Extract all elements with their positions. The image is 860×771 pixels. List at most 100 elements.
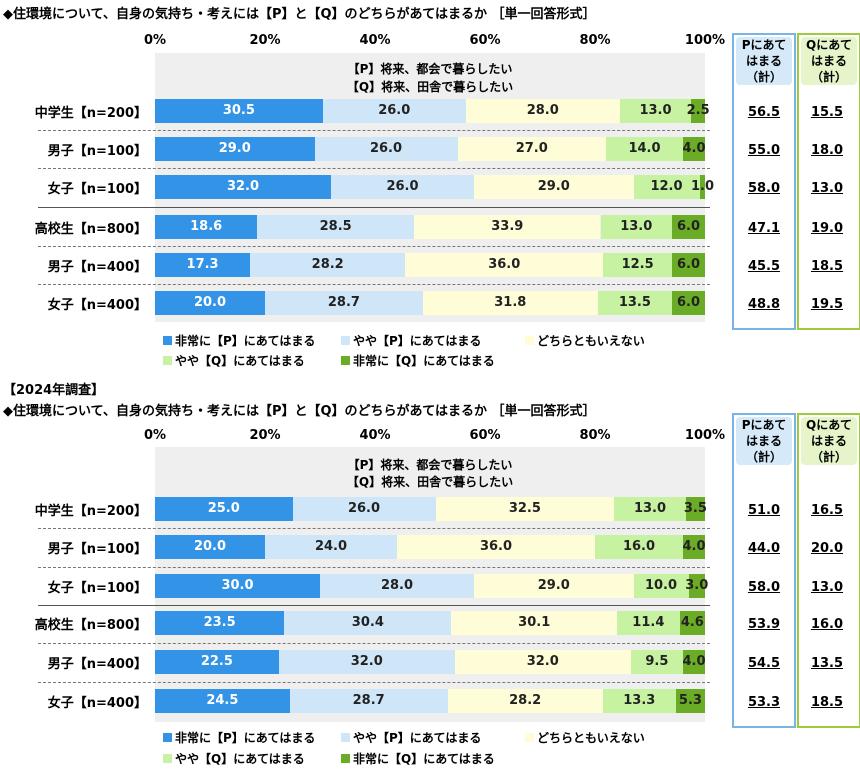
bar-value-label: 28.2 xyxy=(509,693,542,708)
bar-segment xyxy=(257,215,415,239)
bar-value-label: 36.0 xyxy=(479,539,513,554)
q-total-box xyxy=(797,413,860,728)
bar-segment xyxy=(600,215,672,239)
legend-item: やや【Q】にあてはまる xyxy=(163,750,305,767)
legend-swatch xyxy=(163,356,172,365)
bar-segment xyxy=(630,650,683,674)
bar-value-label: 12.5 xyxy=(621,257,654,272)
legend-swatch xyxy=(341,336,350,345)
bar-segment xyxy=(685,497,705,521)
legend-item: やや【P】にあてはまる xyxy=(341,332,481,349)
axis-tick-label: 100% xyxy=(684,33,726,48)
axis-tick-label: 80% xyxy=(579,428,611,443)
bar-segment xyxy=(633,175,700,199)
chart-title: ◆住環境について、自身の気持ち・考えには【P】と【Q】のどちらがあてはまるか ［… xyxy=(3,7,596,22)
legend-label: 非常に【Q】にあてはまる xyxy=(353,354,495,368)
p-total-value: 48.8 xyxy=(747,297,781,312)
bar-segment xyxy=(250,253,406,277)
bar-segment xyxy=(265,291,423,315)
bar-value-label: 6.0 xyxy=(676,295,701,310)
legend-label: やや【Q】にあてはまる xyxy=(175,354,305,368)
statement-label: 【P】将来、都会で暮らしたい xyxy=(347,458,513,472)
legend-swatch xyxy=(341,733,350,742)
bar-value-label: 6.0 xyxy=(676,219,701,234)
bar-segment xyxy=(284,611,452,635)
bar-value-label: 13.5 xyxy=(618,295,651,310)
row-label: 高校生【n=800】 xyxy=(34,618,147,633)
bar-value-label: 3.5 xyxy=(683,501,707,516)
bar-value-label: 26.0 xyxy=(386,179,419,194)
bar-value-label: 16.0 xyxy=(622,539,656,554)
bar-segment xyxy=(595,535,683,559)
row-label: 男子【n=400】 xyxy=(47,657,147,672)
row-separator xyxy=(38,604,710,606)
bar-segment xyxy=(672,253,705,277)
bar-segment xyxy=(474,175,634,199)
p-total-value: 51.0 xyxy=(747,503,781,518)
bar-value-label: 10.0 xyxy=(644,578,678,593)
bar-segment xyxy=(619,99,692,123)
row-label: 中学生【n=200】 xyxy=(34,106,147,121)
bar-segment xyxy=(155,215,258,239)
legend-label: 非常に【P】にあてはまる xyxy=(175,334,316,348)
bar-value-label: 28.7 xyxy=(327,295,360,310)
legend-label: 非常に【P】にあてはまる xyxy=(175,731,316,745)
bar-value-label: 23.5 xyxy=(203,615,236,630)
bar-segment xyxy=(331,175,474,199)
bar-value-label: 20.0 xyxy=(193,295,227,310)
row-label: 高校生【n=800】 xyxy=(34,222,147,237)
legend-swatch xyxy=(163,754,172,763)
q-total-value: 15.5 xyxy=(810,105,844,120)
legend-item: どちらともいえない xyxy=(525,729,645,746)
axis-tick-label: 80% xyxy=(579,33,611,48)
statement-label: 【Q】将来、田舎で暮らしたい xyxy=(346,80,514,94)
bar-segment xyxy=(679,611,705,635)
bar-segment xyxy=(414,215,601,239)
axis-tick-label: 40% xyxy=(359,33,391,48)
row-label: 女子【n=100】 xyxy=(47,581,147,596)
bar-value-label: 14.0 xyxy=(628,141,661,156)
axis-tick-label: 60% xyxy=(469,33,501,48)
row-label: 男子【n=100】 xyxy=(47,542,147,557)
survey-year-label: 【2024年調査】 xyxy=(3,383,105,398)
p-total-value: 55.0 xyxy=(747,143,781,158)
bar-value-label: 32.5 xyxy=(508,501,541,516)
bar-value-label: 29.0 xyxy=(537,179,570,194)
row-separator xyxy=(38,681,710,683)
bar-segment xyxy=(322,99,466,123)
bar-segment xyxy=(683,650,705,674)
bar-segment xyxy=(454,650,631,674)
bar-value-label: 33.9 xyxy=(491,219,524,234)
row-separator xyxy=(38,642,710,644)
bar-segment xyxy=(405,253,604,277)
bar-value-label: 4.0 xyxy=(682,539,706,554)
axis-tick-label: 60% xyxy=(469,428,501,443)
q-total-value: 18.5 xyxy=(810,259,844,274)
bar-value-label: 9.5 xyxy=(645,654,669,669)
axis-tick-label: 20% xyxy=(249,33,281,48)
bar-value-label: 30.4 xyxy=(351,615,384,630)
bar-segment xyxy=(606,137,683,161)
chart-title: ◆住環境について、自身の気持ち・考えには【P】と【Q】のどちらがあてはまるか ［… xyxy=(3,404,596,419)
bar-segment xyxy=(435,497,615,521)
p-total-value: 58.0 xyxy=(747,580,781,595)
statement-label: 【Q】将来、田舎で暮らしたい xyxy=(346,475,514,489)
legend-swatch xyxy=(163,336,172,345)
q-total-value: 18.0 xyxy=(810,143,844,158)
bar-value-label: 30.0 xyxy=(221,578,254,593)
bar-segment xyxy=(691,99,705,123)
bar-segment xyxy=(422,291,598,315)
p-total-value: 47.1 xyxy=(747,221,781,236)
row-separator xyxy=(38,246,710,247)
axis-tick-label: 0% xyxy=(143,428,167,443)
legend-label: どちらともいえない xyxy=(537,731,645,745)
bar-segment xyxy=(320,574,474,598)
bar-segment xyxy=(397,535,595,559)
bar-value-label: 28.2 xyxy=(311,257,344,272)
bar-segment xyxy=(278,650,455,674)
axis-tick-label: 0% xyxy=(143,33,167,48)
q-total-value: 13.5 xyxy=(810,656,844,671)
bar-segment xyxy=(451,611,617,635)
row-label: 男子【n=100】 xyxy=(47,144,147,159)
p-total-value: 53.9 xyxy=(747,617,781,632)
